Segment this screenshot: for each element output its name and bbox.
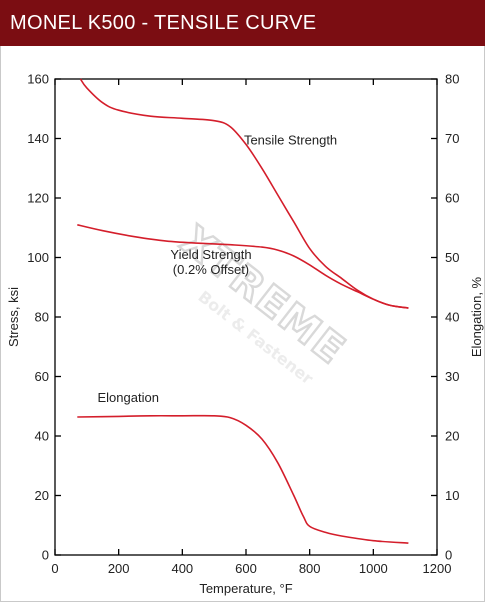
y-tick-label: 160: [27, 72, 49, 87]
y2-tick-label: 50: [445, 250, 459, 265]
y-tick-label: 0: [42, 548, 49, 563]
y2-tick-label: 10: [445, 488, 459, 503]
curves: [77, 78, 409, 544]
yield-strength-label: Yield Strength: [170, 247, 251, 262]
x-tick-label: 0: [51, 561, 58, 576]
watermark-logo: XTREME Bolt & Fastener: [171, 216, 356, 388]
y-tick-label: 40: [35, 429, 49, 444]
elongation-curve: [77, 414, 409, 544]
x-tick-label: 200: [108, 561, 130, 576]
y-tick-label: 20: [35, 488, 49, 503]
y2-tick-label: 80: [445, 72, 459, 87]
elongation-label: Elongation: [97, 390, 158, 405]
x-tick-label: 1000: [359, 561, 388, 576]
y2-tick-label: 20: [445, 429, 459, 444]
y2-tick-label: 0: [445, 548, 452, 563]
y-tick-label: 100: [27, 250, 49, 265]
y-axis-label: Stress, ksi: [6, 287, 21, 347]
yield-strength-curve: [77, 224, 409, 309]
curve-labels: Tensile Strength Yield Strength(0.2% Offs…: [97, 132, 337, 404]
y-tick-label: 120: [27, 191, 49, 206]
y-tick-label: 140: [27, 131, 49, 146]
y2-tick-label: 70: [445, 131, 459, 146]
x-tick-label: 600: [235, 561, 257, 576]
tensile-strength-label: Tensile Strength: [244, 132, 337, 147]
y2-tick-label: 30: [445, 369, 459, 384]
x-tick-label: 800: [299, 561, 321, 576]
yield-strength-label-sub: (0.2% Offset): [173, 262, 249, 277]
y2-axis-label: Elongation, %: [469, 276, 484, 357]
x-tick-label: 400: [171, 561, 193, 576]
axes: 0 200 400 600 800 1000 12000204060801001201401…: [6, 72, 484, 597]
tensile-strength-curve: [79, 78, 409, 309]
x-tick-label: 1200: [423, 561, 452, 576]
y-tick-label: 60: [35, 369, 49, 384]
x-axis-label: Temperature, °F: [199, 581, 292, 596]
page-title: MONEL K500 - TENSILE CURVE: [0, 0, 485, 46]
y2-tick-label: 60: [445, 191, 459, 206]
y-tick-label: 80: [35, 310, 49, 325]
tensile-chart: XTREME Bolt & Fastener 0 200 400 600 800 1000…: [6, 72, 484, 597]
y2-tick-label: 40: [445, 310, 459, 325]
